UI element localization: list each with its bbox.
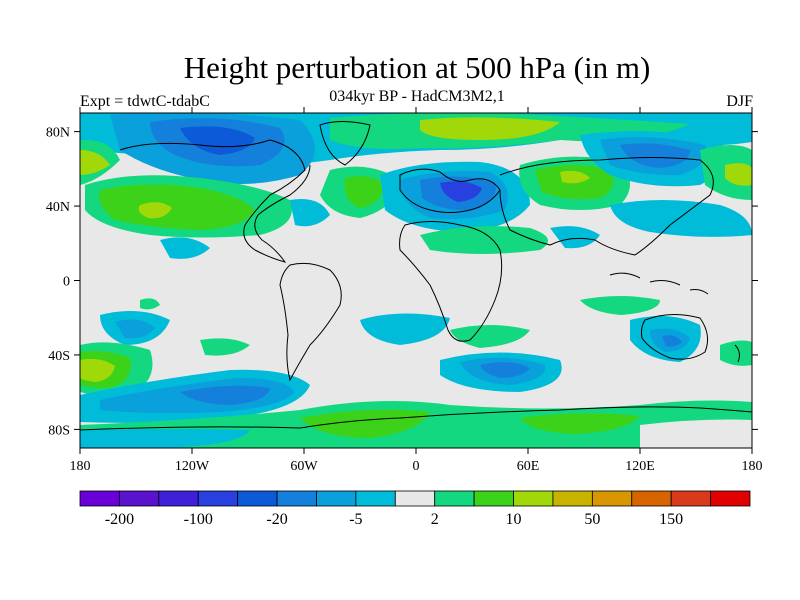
contour-blob-sh-cyan-2 xyxy=(360,313,450,345)
contour-blob-asia-yellow xyxy=(560,170,590,184)
y-axis: 80N 40N 0 40S 80S xyxy=(46,126,758,438)
colorbar-swatch xyxy=(670,490,711,507)
colorbar-swatch xyxy=(316,490,357,507)
contour-blob-aus-deep xyxy=(662,335,682,347)
x-tick-label: 120E xyxy=(625,459,655,474)
contour-blob-sh-green-3 xyxy=(450,325,530,348)
y-tick-label: 0 xyxy=(63,275,70,290)
contour-blob-tropic-cyan xyxy=(160,237,210,259)
contour-blob-atlantic-blue xyxy=(290,199,330,227)
colorbar-label: -200 xyxy=(105,511,134,528)
contour-blob-antarctic-lime xyxy=(300,409,430,438)
coastlines xyxy=(80,121,752,431)
colorbar-swatch xyxy=(158,490,199,507)
field-layer xyxy=(80,113,752,448)
x-tick-label: 0 xyxy=(413,459,420,474)
contour-blob-sh-blue-1 xyxy=(115,319,155,339)
coastline-antarctica xyxy=(80,406,752,431)
colorbar-swatch xyxy=(513,490,554,507)
colorbar-swatch xyxy=(355,490,396,507)
map-title: Height perturbation at 500 hPa (in m) xyxy=(183,50,651,85)
colorbar-swatch xyxy=(473,490,514,507)
colorbar-swatch xyxy=(552,490,593,507)
y-tick-label: 40N xyxy=(46,200,70,215)
colorbar-swatch xyxy=(710,490,751,507)
contour-blob-sp-yellow xyxy=(80,358,115,382)
contour-blob-farEast-yellow xyxy=(725,163,752,186)
y-tick-label: 80S xyxy=(48,423,70,438)
contour-blob-antarctic-lime-2 xyxy=(520,413,640,434)
contour-blob-west-yellow xyxy=(80,150,110,175)
x-tick-label: 180 xyxy=(70,459,91,474)
contour-blob-europe-deep xyxy=(440,181,482,202)
contour-blob-india-cyan xyxy=(550,226,600,249)
contour-blob-np-lime xyxy=(99,184,255,230)
colorbar-label: 150 xyxy=(659,511,683,528)
contour-blob-tropic-green-small xyxy=(140,298,160,310)
colorbar-swatch xyxy=(394,490,436,507)
contour-blob-so-deep xyxy=(180,385,270,405)
coastline-australia xyxy=(640,314,709,360)
contour-blob-sh-green-4 xyxy=(580,296,660,315)
colorbar-swatch xyxy=(631,490,672,507)
coastline-africa xyxy=(399,221,503,342)
contour-blob-pacific-blue xyxy=(610,200,752,237)
colorbar-label: -100 xyxy=(184,511,213,528)
x-tick-label: 180 xyxy=(742,459,763,474)
colorbar-swatch xyxy=(119,490,160,507)
x-axis: 180 120W 60W 0 60E 120E 180 xyxy=(70,107,763,474)
colorbar-swatch xyxy=(276,490,317,507)
colorbar-labels: -200 -100 -20 -5 2 10 50 150 xyxy=(105,511,683,528)
contour-blob-siberia-deep xyxy=(620,143,690,168)
colorbar-swatch xyxy=(79,490,120,507)
contour-blob-antarctic-grey xyxy=(640,419,752,448)
contour-blob-so-east-deep xyxy=(480,362,530,378)
coastline-north-america xyxy=(119,139,311,263)
contour-blob-east-green xyxy=(720,340,752,366)
x-tick-label: 60E xyxy=(517,459,540,474)
contour-blob-nam-deep xyxy=(180,126,255,155)
colorbar-label: 50 xyxy=(584,511,600,528)
colorbar-label: 2 xyxy=(431,511,439,528)
map-subtitle: 034kyr BP - HadCM3M2,1 xyxy=(329,88,505,105)
coastline-asia xyxy=(499,157,714,256)
contour-blob-atlantic-lime xyxy=(344,176,385,208)
x-tick-label: 120W xyxy=(175,459,210,474)
coastline-greenland xyxy=(319,121,371,166)
y-tick-label: 40S xyxy=(48,349,70,364)
contour-blob-antarctic-cyan xyxy=(80,429,250,448)
colorbar-swatch xyxy=(237,490,278,507)
colorbar-label: -5 xyxy=(349,511,362,528)
coastline-south-america xyxy=(279,262,342,382)
colorbar-label: -20 xyxy=(266,511,287,528)
coastline-indonesia xyxy=(609,272,709,295)
colorbar-swatch xyxy=(197,490,239,507)
coastline-new-zealand xyxy=(734,344,740,363)
contour-blob-arctic-yellow xyxy=(420,117,560,140)
x-tick-label: 60W xyxy=(290,459,318,474)
contour-blob-sh-green-2 xyxy=(200,338,250,356)
colorbar-label: 10 xyxy=(506,511,522,528)
contour-blob-np-yellow xyxy=(138,202,172,219)
season-label: DJF xyxy=(726,93,753,110)
colorbar xyxy=(79,490,751,507)
experiment-label: Expt = tdwtC-tdabC xyxy=(80,93,210,110)
y-tick-label: 80N xyxy=(46,126,70,141)
colorbar-swatch xyxy=(591,490,633,507)
colorbar-swatch xyxy=(434,490,475,507)
